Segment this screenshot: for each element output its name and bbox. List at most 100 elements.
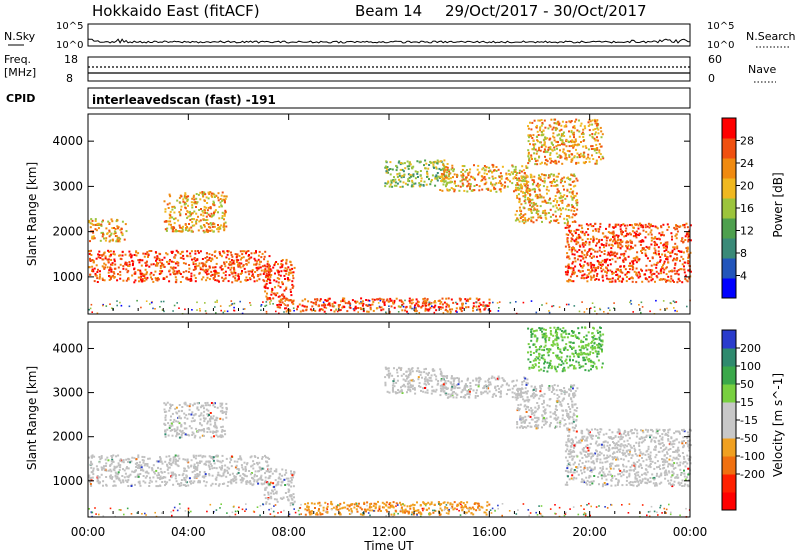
echo-cell [617, 268, 619, 271]
echo-cell [252, 483, 255, 486]
echo-cell [91, 270, 93, 272]
echo-cell [189, 218, 192, 221]
echo-cell [128, 254, 131, 257]
echo-cell [313, 502, 316, 505]
echo-cell [566, 241, 569, 244]
echo-cell [216, 474, 219, 477]
echo-cell [624, 230, 627, 232]
noise-cell [558, 306, 561, 308]
echo-cell [264, 481, 266, 484]
echo-cell [524, 198, 527, 201]
echo-cell [396, 166, 399, 169]
echo-cell [560, 194, 563, 197]
echo-cell [142, 475, 145, 477]
echo-cell [266, 265, 269, 268]
echo-cell [264, 268, 267, 271]
echo-cell [268, 265, 271, 268]
noise-cell [629, 301, 631, 304]
echo-cell [476, 168, 479, 171]
echo-cell [558, 129, 561, 132]
echo-cell [255, 250, 257, 253]
echo-cell [654, 241, 657, 244]
echo-cell [255, 266, 258, 269]
echo-cell [219, 435, 221, 438]
echo-cell [447, 512, 450, 515]
echo-cell [334, 301, 337, 304]
echo-cell [209, 191, 212, 194]
echo-cell [648, 247, 651, 250]
echo-cell [398, 172, 401, 175]
echo-cell [232, 480, 235, 483]
noise-cell [640, 311, 642, 314]
echo-cell [513, 190, 515, 193]
echo-cell [524, 213, 527, 216]
echo-cell [187, 466, 190, 469]
echo-cell [159, 478, 161, 481]
echo-cell [193, 456, 196, 459]
echo-cell [372, 309, 375, 312]
echo-cell [633, 270, 636, 273]
echo-cell [504, 185, 506, 188]
echo-cell [245, 263, 248, 266]
echo-cell [199, 268, 202, 271]
echo-cell [135, 254, 138, 257]
echo-cell [412, 513, 415, 516]
echo-cell [662, 278, 665, 281]
echo-cell [365, 510, 367, 513]
echo-cell [595, 275, 598, 277]
echo-cell [181, 432, 184, 435]
echo-cell [573, 156, 576, 159]
echo-cell [268, 281, 271, 284]
echo-cell [186, 417, 189, 420]
echo-cell [526, 175, 529, 178]
echo-cell [157, 485, 160, 488]
echo-cell [461, 304, 464, 307]
echo-cell [615, 253, 618, 255]
echo-cell [415, 298, 418, 301]
echo-cell [214, 266, 217, 269]
colorbar-swatch [722, 258, 736, 279]
echo-cell [186, 460, 189, 463]
echo-cell [353, 506, 356, 509]
echo-cell [287, 273, 290, 276]
noise-cell [196, 301, 198, 304]
echo-cell [126, 466, 128, 469]
echo-cell [207, 259, 210, 261]
echo-cell [520, 175, 523, 178]
echo-cell [271, 489, 273, 492]
nsky-panel [87, 23, 691, 47]
echo-cell [623, 235, 626, 238]
echo-cell [108, 235, 111, 238]
echo-cell [383, 304, 386, 306]
echo-cell [461, 182, 464, 185]
echo-cell [404, 306, 407, 309]
echo-cell [163, 256, 166, 259]
echo-cell [213, 275, 216, 278]
echo-cell [420, 306, 423, 308]
echo-cell [558, 133, 560, 136]
echo-cell [458, 502, 461, 505]
echo-cell [137, 464, 140, 466]
echo-cell [98, 456, 101, 458]
echo-cell [170, 471, 173, 474]
echo-cell [385, 299, 388, 302]
echo-cell [245, 482, 248, 485]
echo-cell [223, 222, 226, 225]
echo-cell [275, 498, 278, 501]
echo-cell [205, 279, 208, 282]
echo-cell [574, 260, 577, 263]
echo-cell [680, 240, 683, 243]
noise-cell [551, 305, 553, 308]
echo-cell [211, 273, 214, 276]
echo-cell [481, 168, 484, 171]
echo-cell [170, 223, 172, 226]
echo-cell [628, 232, 631, 235]
echo-cell [393, 306, 396, 309]
echo-cell [528, 158, 531, 161]
echo-cell [175, 433, 178, 436]
echo-cell [407, 180, 410, 182]
noise-cell [548, 310, 550, 312]
echo-cell [655, 270, 658, 273]
echo-cell [537, 213, 540, 216]
echo-cell [219, 405, 222, 408]
